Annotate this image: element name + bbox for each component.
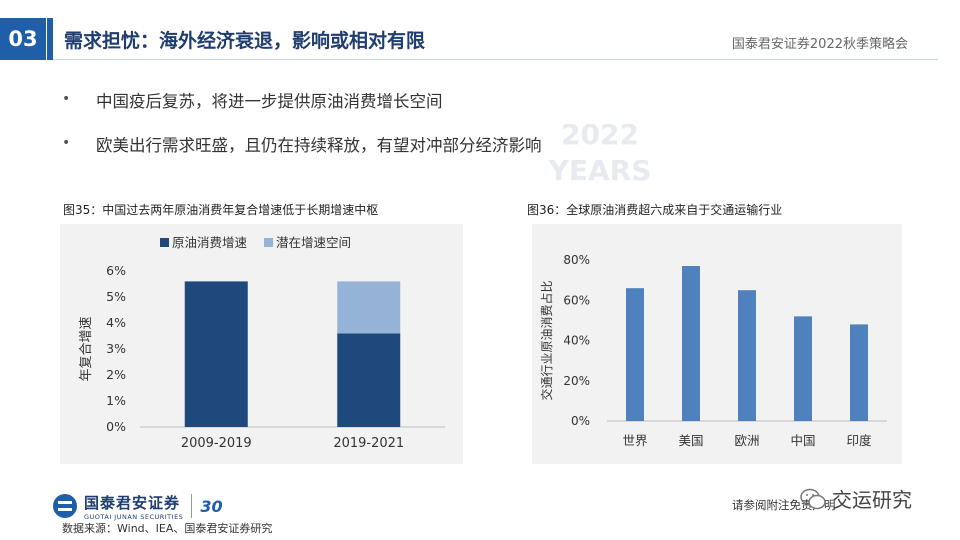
section-accent-bar <box>47 18 53 60</box>
y-tick-label: 40% <box>563 334 590 348</box>
logo-emblem-icon <box>53 494 77 518</box>
bar-transport-share <box>794 316 812 421</box>
y-tick-label: 4% <box>106 315 126 330</box>
y-tick-label: 3% <box>106 341 126 356</box>
slide-title: 需求担忧：海外经济衰退，影响或相对有限 <box>64 30 426 52</box>
data-source: 数据来源：Wind、IEA、国泰君安证券研究 <box>62 522 273 535</box>
bullet-text: 中国疫后复苏，将进一步提供原油消费增长空间 <box>96 92 443 111</box>
bullet-item: • 欧美出行需求旺盛，且仍在持续释放，有望对冲部分经济影响 <box>62 132 542 176</box>
x-tick-label: 世界 <box>622 433 648 448</box>
bar-potential-growth <box>337 281 401 334</box>
chart-35: 0% 1% 2% 3% 4% 5% 6% 年复合增速 2009-2019 2019-2021 原油消… <box>79 235 445 451</box>
bar-consumption-growth <box>337 333 401 427</box>
bar-consumption-growth <box>184 281 248 427</box>
x-tick-label: 美国 <box>678 433 703 448</box>
y-tick-label: 20% <box>563 374 590 388</box>
wechat-account-name: 交运研究 <box>832 488 912 512</box>
chart-36-panel: 0% 20% 40% 60% 80% 交通行业原油消费占比世界 美国 欧洲 中国 印度 <box>532 224 902 464</box>
anniversary-watermark: 2022 YEARS <box>548 118 652 187</box>
x-tick-label: 中国 <box>790 433 815 448</box>
company-logo: 国泰君安证券 GUOTAI JUNAN SECURITIES 30 <box>52 492 223 521</box>
bullet-item: • 中国疫后复苏，将进一步提供原油消费增长空间 <box>62 88 542 132</box>
legend-swatch <box>264 238 273 247</box>
figure-36-caption: 图36：全球原油消费超六成来自于交通运输行业 <box>527 203 783 217</box>
y-tick-label: 0% <box>106 419 126 434</box>
bar-transport-share <box>738 290 756 421</box>
section-number: 03 <box>0 18 46 60</box>
bullet-list: • 中国疫后复苏，将进一步提供原油消费增长空间 • 欧美出行需求旺盛，且仍在持续… <box>62 88 542 176</box>
y-axis-label: 年复合增速 <box>79 316 94 381</box>
legend-swatch <box>160 238 169 247</box>
wechat-badge: 交运研究 <box>800 484 912 513</box>
chart-35-panel: 0% 1% 2% 3% 4% 5% 6% 年复合增速 2009-2019 2019-2021 原油消… <box>60 224 463 464</box>
event-name: 国泰君安证券2022秋季策略会 <box>731 37 908 52</box>
y-tick-label: 60% <box>563 293 590 307</box>
x-tick-label: 2009-2019 <box>181 436 252 451</box>
title-divider <box>53 59 938 60</box>
wechat-icon <box>800 488 826 509</box>
y-tick-label: 1% <box>106 393 126 408</box>
y-tick-label: 2% <box>106 367 126 382</box>
logo-name-cn: 国泰君安证券 <box>84 493 181 512</box>
bullet-marker: • <box>62 135 71 151</box>
watermark-years: YEARS <box>548 154 652 187</box>
bar-transport-share <box>682 266 700 421</box>
bullet-text: 欧美出行需求旺盛，且仍在持续释放，有望对冲部分经济影响 <box>96 136 542 155</box>
x-tick-label: 欧洲 <box>734 433 759 448</box>
y-tick-label: 5% <box>106 289 126 304</box>
anniversary-mark: 30 <box>200 496 223 516</box>
y-tick-label: 80% <box>563 253 590 267</box>
legend-label: 潜在增速空间 <box>276 235 351 250</box>
figure-35-caption: 图35：中国过去两年原油消费年复合增速低于长期增速中枢 <box>63 203 379 217</box>
y-axis-label: 交通行业原油消费占比 <box>539 280 554 400</box>
x-tick-label: 2019-2021 <box>333 436 404 451</box>
logo-name-en: GUOTAI JUNAN SECURITIES <box>84 512 184 521</box>
bar-transport-share <box>626 288 644 421</box>
x-tick-label: 印度 <box>846 433 872 448</box>
y-tick-label: 6% <box>106 263 126 278</box>
bullet-marker: • <box>62 91 71 107</box>
y-tick-label: 0% <box>571 414 590 428</box>
logo-separator <box>191 494 193 518</box>
watermark-year: 2022 <box>561 118 639 151</box>
bar-transport-share <box>850 324 868 421</box>
legend-label: 原油消费增速 <box>172 235 248 250</box>
